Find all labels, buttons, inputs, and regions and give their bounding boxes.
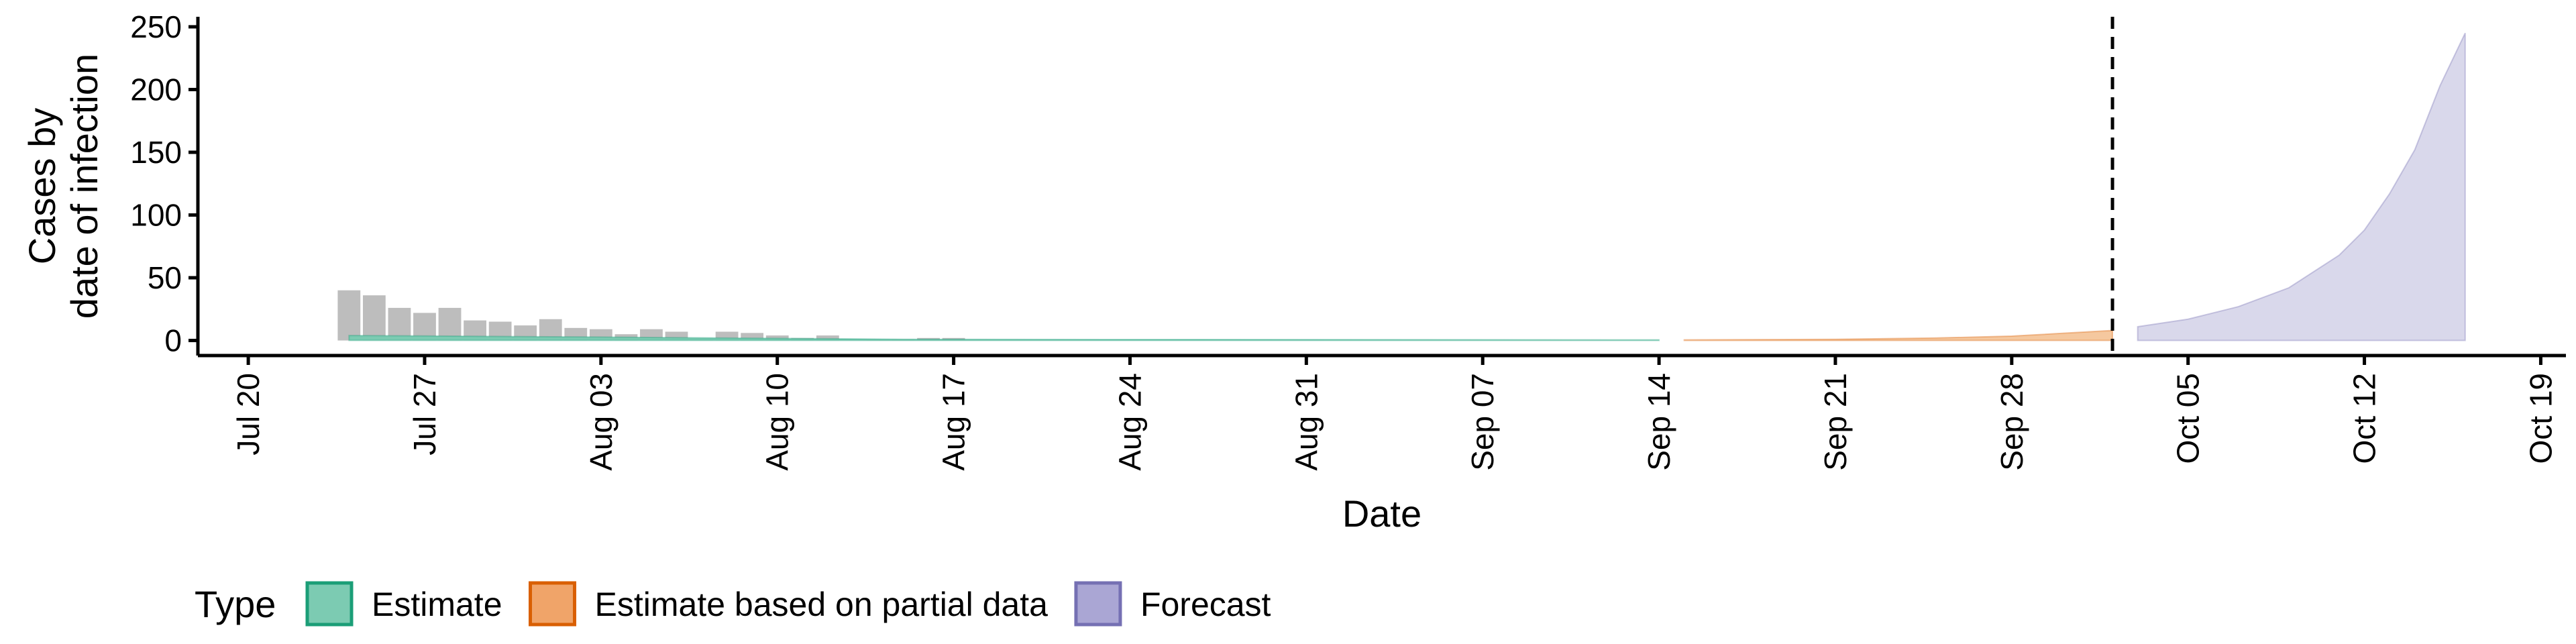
y-tick-label: 150: [130, 135, 182, 170]
x-tick-label: Oct 12: [2347, 373, 2382, 464]
reported-bar: [388, 307, 411, 341]
x-tick-label: Aug 03: [584, 373, 619, 471]
reported-bar: [917, 337, 940, 341]
ribbon-estimate: [348, 335, 1660, 341]
x-tick-label: Jul 20: [231, 373, 266, 455]
legend-label: Estimate based on partial data: [595, 586, 1049, 623]
legend-key: [1074, 581, 1122, 627]
axes: [196, 17, 2566, 358]
y-tick-label: 200: [130, 72, 182, 107]
ribbon-forecast: [2137, 32, 2466, 341]
x-tick-label: Sep 07: [1465, 373, 1500, 471]
y-axis-ticks: 0 50 100 150 200 250: [130, 9, 198, 358]
estimate-ribbons: [348, 32, 2466, 341]
reported-cases-bars: [337, 290, 965, 341]
legend: Type Estimate Estimate based on partial d…: [195, 581, 1271, 627]
y-axis-title-line-2: date of infection: [63, 54, 105, 319]
reported-bar: [765, 335, 789, 341]
y-tick-label: 250: [130, 9, 182, 44]
x-axis-title: Date: [1342, 492, 1421, 535]
legend-label: Estimate: [372, 586, 502, 623]
x-tick-label: Aug 24: [1112, 373, 1147, 471]
legend-key: [529, 581, 577, 627]
x-tick-label: Sep 28: [1994, 373, 2029, 471]
reported-bar: [362, 295, 386, 341]
legend-key: [305, 581, 354, 627]
x-tick-label: Sep 21: [1818, 373, 1853, 471]
legend-title: Type: [195, 583, 276, 625]
reported-bar: [438, 307, 462, 341]
y-tick-label: 50: [148, 260, 182, 295]
reported-bar: [337, 290, 361, 341]
x-tick-label: Aug 17: [936, 373, 971, 471]
y-axis-title-line-1: Cases by: [21, 108, 63, 264]
legend-label: Forecast: [1140, 586, 1271, 623]
reported-bar: [816, 335, 839, 341]
x-tick-label: Aug 10: [760, 373, 795, 471]
x-tick-label: Sep 14: [1642, 373, 1676, 471]
ribbon-estimate-based-on-partial-data: [1683, 329, 2114, 341]
y-tick-label: 100: [130, 198, 182, 233]
x-tick-label: Oct 05: [2171, 373, 2206, 464]
y-tick-label: 0: [164, 323, 182, 358]
x-axis-ticks: Jul 20 Jul 27 Aug 03 Aug 10 Aug 17 Aug 24 Aug …: [231, 356, 2558, 471]
reported-bar: [741, 333, 764, 341]
reported-bar: [942, 337, 965, 341]
x-tick-label: Jul 27: [407, 373, 442, 455]
x-tick-label: Oct 19: [2523, 373, 2558, 464]
x-tick-label: Aug 31: [1289, 373, 1324, 471]
